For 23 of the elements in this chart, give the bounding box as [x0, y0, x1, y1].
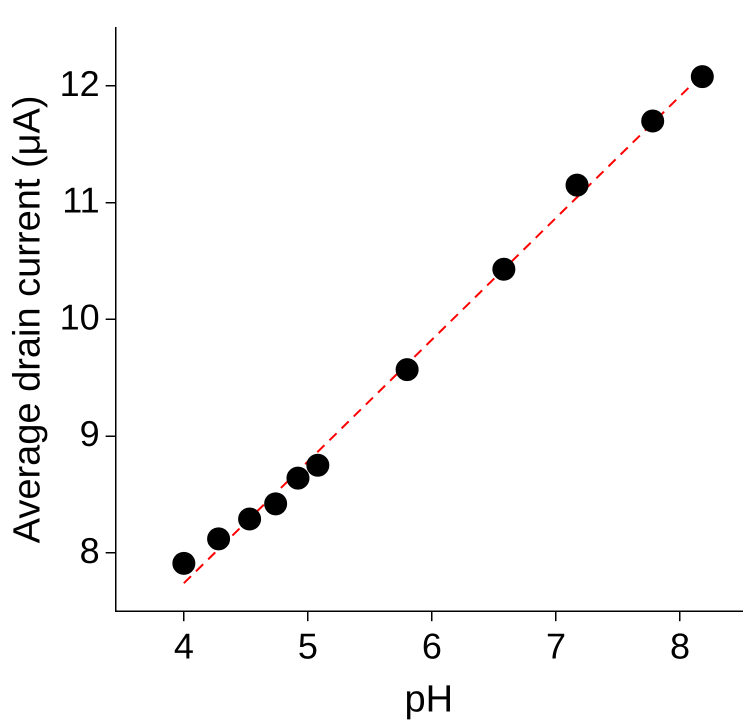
point — [492, 258, 516, 281]
y-tick-label: 9 — [80, 413, 100, 454]
point — [238, 507, 262, 530]
point — [286, 466, 310, 490]
point — [566, 174, 589, 197]
point — [641, 109, 664, 132]
x-tick-label: 4 — [174, 626, 194, 667]
y-tick-label: 12 — [60, 62, 100, 104]
y-tick-label: 11 — [62, 180, 100, 221]
point — [306, 454, 330, 477]
x-tick-label: 5 — [298, 626, 318, 667]
y-axis-title: Average drain current (μA) — [6, 95, 48, 544]
point — [690, 65, 714, 88]
y-tick-label: 8 — [80, 530, 100, 571]
x-axis-title: pH — [404, 678, 454, 721]
point — [264, 492, 288, 516]
x-tick-label: 6 — [422, 626, 442, 667]
x-tick-label: 8 — [670, 626, 690, 667]
point — [172, 552, 196, 575]
point — [207, 527, 230, 550]
x-tick-label: 7 — [546, 626, 566, 667]
y-tick-label: 10 — [60, 296, 100, 338]
point — [396, 358, 419, 382]
